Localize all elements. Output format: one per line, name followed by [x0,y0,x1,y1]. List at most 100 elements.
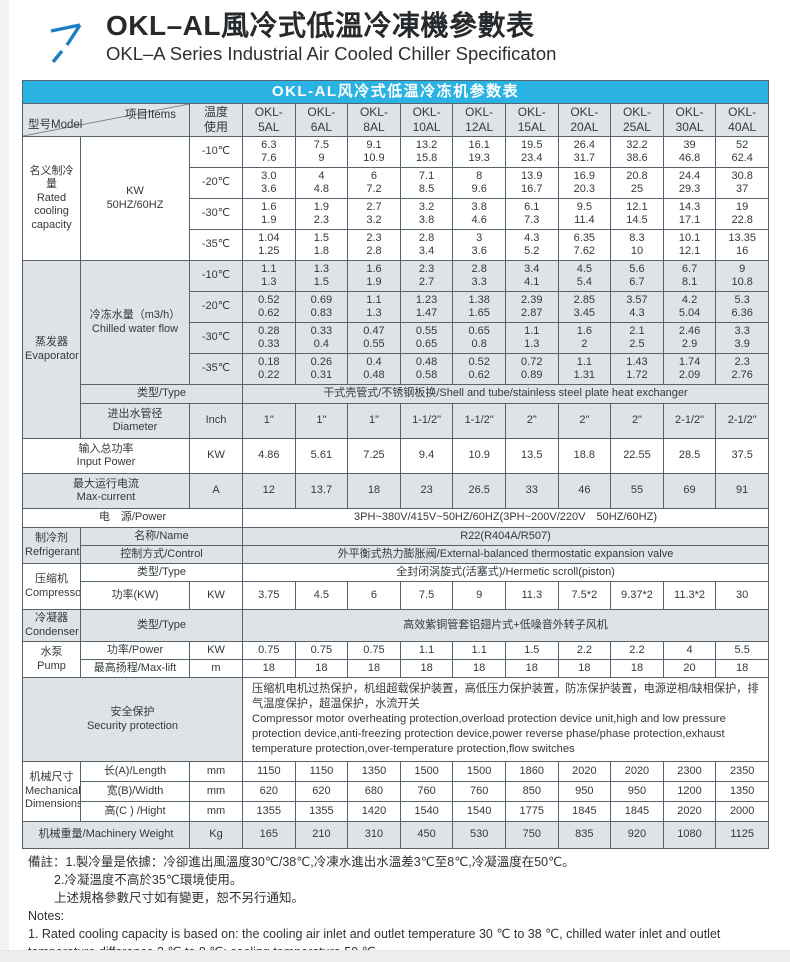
data-cell: 10.9 [452,438,506,474]
data-cell: 0.75 [242,641,296,660]
scan-edge-left [0,0,9,962]
value-cell: 干式壳管式/不锈钢板换/Shell and tube/stainless ste… [241,384,770,404]
row-label: 制冷剂 Refrigerant [22,527,81,564]
data-cell: 2" [610,403,664,439]
data-cell: 210 [294,821,349,849]
data-cell: 760 [399,781,454,802]
data-cell: 1500 [452,761,506,782]
row-label: 宽(B)/Width [80,781,190,802]
column-header: OKL- 12AL [452,103,506,137]
data-cell: 2.2 [557,641,612,660]
data-cell: 2020 [662,801,717,822]
row-label: 功率/Power [80,641,190,660]
row-label: 冷凝器 Condenser [22,609,81,642]
data-cell: 1.1 [452,641,506,660]
row-label: 进出水管径 Diameter [80,403,190,439]
data-cell: 6.35 7.62 [557,229,612,261]
data-cell: 24.4 29.3 [662,167,717,199]
data-cell: 6 [347,581,401,610]
note-line: Notes: [28,909,65,923]
data-cell: 920 [610,821,664,849]
unit-cell: A [189,473,243,509]
data-cell: 1150 [242,761,296,782]
data-cell: 4.2 5.04 [662,291,717,323]
data-cell: 165 [242,821,296,849]
data-cell: 2.39 2.87 [504,291,559,323]
data-cell: 19.5 23.4 [504,136,559,168]
row-label: 名义制冷量 Rated cooling capacity [22,136,81,261]
data-cell: 1080 [662,821,717,849]
data-cell: 7.25 [347,438,401,474]
data-cell: 3.57 4.3 [610,291,664,323]
data-cell: 1355 [242,801,296,822]
unit-cell: KW [189,438,243,474]
data-cell: 0.75 [294,641,349,660]
data-cell: 1.6 1.9 [347,260,401,292]
data-cell: 1" [347,403,401,439]
data-cell: 16.1 19.3 [452,136,506,168]
data-cell: 1.3 1.5 [294,260,349,292]
security-text-cell: 压缩机电机过热保护，机组超载保护装置，高低压力保护装置，防冻保护装置，电源逆相/… [241,677,770,762]
data-cell: 13.35 16 [715,229,770,261]
data-cell: 2.3 2.76 [715,353,770,385]
data-cell: 4.5 [294,581,349,610]
data-cell: 9 [452,581,506,610]
row-label: 机械尺寸 Mechanical Dimensions [22,761,81,822]
data-cell: 1.38 1.65 [452,291,506,323]
data-cell: 2.8 3.3 [452,260,506,292]
data-cell: 1125 [715,821,770,849]
data-cell: 30 [715,581,770,610]
data-cell: 1" [242,403,296,439]
data-cell: 3.2 3.8 [399,198,454,230]
row-label: 冷冻水量（m3/h） Chilled water flow [80,260,190,385]
data-cell: 69 [662,473,717,509]
data-cell: 18 [504,659,559,678]
row-label: 类型/Type [80,609,243,642]
data-cell: 3 3.6 [452,229,506,261]
data-cell: 8.3 10 [610,229,664,261]
note-line: 上述規格參數尺寸如有變更，恕不另行通知。 [54,891,305,905]
data-cell: 6.3 7.6 [242,136,296,168]
data-cell: 750 [504,821,559,849]
data-cell: 33 [504,473,559,509]
value-cell: 高效紫铜管套铝翅片式+低噪音外转子风机 [241,609,770,642]
data-cell: 18 [610,659,664,678]
data-cell: 0.26 0.31 [294,353,349,385]
data-cell: 0.52 0.62 [452,353,506,385]
row-label: 水泵 Pump [22,641,81,678]
column-header: OKL- 5AL [242,103,296,137]
data-cell: 18.8 [557,438,612,474]
row-label: 最大运行电流 Max-current [22,473,190,509]
data-cell: 52 62.4 [715,136,770,168]
data-cell: 13.2 15.8 [399,136,454,168]
data-cell: 4 4.8 [294,167,349,199]
data-cell: 6.1 7.3 [504,198,559,230]
data-cell: 620 [242,781,296,802]
unit-cell: m [189,659,243,678]
data-cell: 0.72 0.89 [504,353,559,385]
data-cell: 1350 [715,781,770,802]
data-cell: 0.28 0.33 [242,322,296,354]
row-label: 最高扬程/Max-lift [80,659,190,678]
data-cell: 3.4 4.1 [504,260,559,292]
data-cell: 9.5 11.4 [557,198,612,230]
data-cell: 2.85 3.45 [557,291,612,323]
data-cell: 620 [294,781,349,802]
data-cell: 1.6 1.9 [242,198,296,230]
data-cell: 11.3 [504,581,559,610]
row-label: 功率(KW) [80,581,190,610]
data-cell: 1.74 2.09 [662,353,717,385]
spec-table: OKL-AL风冷式低温冷冻机参数表 型号Model 项目Items 温度 使用 OKL-… [21,80,770,849]
model-header-label: 型号Model [28,119,83,131]
data-cell: 18 [557,659,612,678]
data-cell: 2" [557,403,612,439]
row-label: 类型/Type [80,384,243,404]
row-label: 名称/Name [80,527,243,546]
data-cell: 0.52 0.62 [242,291,296,323]
temp-label: -20℃ [189,291,243,323]
unit-cell: mm [189,761,243,782]
data-cell: 1540 [452,801,506,822]
unit-cell: KW [189,581,243,610]
data-cell: 30.8 37 [715,167,770,199]
data-cell: 2020 [610,761,664,782]
